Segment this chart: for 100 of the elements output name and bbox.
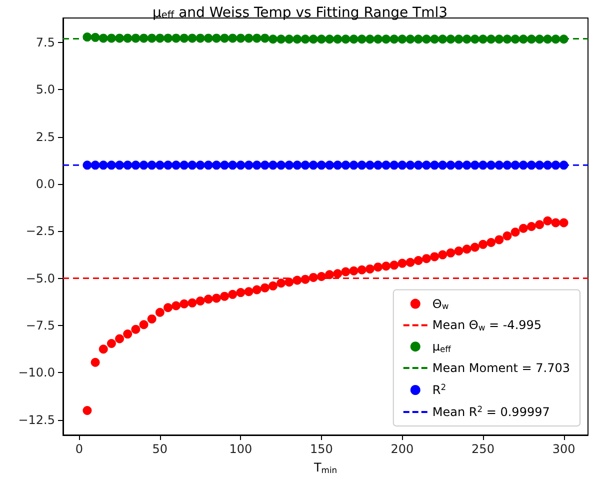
point bbox=[341, 160, 350, 170]
x-tick-label: 150 bbox=[310, 442, 333, 456]
point bbox=[365, 160, 374, 170]
point bbox=[406, 160, 415, 170]
point bbox=[115, 334, 124, 344]
point bbox=[414, 256, 423, 265]
point bbox=[252, 34, 262, 43]
point bbox=[349, 160, 358, 170]
point bbox=[374, 34, 382, 44]
point bbox=[204, 34, 213, 43]
y-tick-label: 2.5 bbox=[36, 130, 55, 144]
y-tick-label: 7.5 bbox=[36, 36, 55, 50]
point bbox=[446, 248, 456, 258]
y-tick-label: −5.0 bbox=[26, 271, 55, 286]
point bbox=[502, 160, 512, 170]
point bbox=[478, 34, 488, 44]
point bbox=[147, 34, 156, 43]
point bbox=[559, 34, 568, 44]
point bbox=[172, 160, 181, 170]
point bbox=[357, 265, 366, 274]
point bbox=[82, 406, 92, 415]
point bbox=[390, 260, 399, 270]
point bbox=[292, 276, 302, 285]
point bbox=[430, 160, 440, 170]
point bbox=[204, 160, 213, 170]
point bbox=[147, 160, 156, 170]
point bbox=[518, 160, 528, 170]
point bbox=[123, 330, 132, 339]
point bbox=[260, 283, 270, 292]
point bbox=[164, 303, 172, 312]
point bbox=[543, 160, 552, 170]
point bbox=[236, 34, 246, 43]
point bbox=[284, 278, 294, 287]
point bbox=[115, 160, 124, 170]
point bbox=[518, 224, 528, 233]
point bbox=[98, 34, 108, 43]
point bbox=[236, 160, 246, 170]
point bbox=[438, 250, 448, 260]
point bbox=[398, 258, 407, 268]
point bbox=[502, 34, 512, 44]
point bbox=[204, 294, 213, 304]
legend-label: Mean Moment = 7.703 bbox=[432, 361, 570, 375]
point bbox=[196, 296, 205, 306]
point bbox=[196, 34, 205, 43]
point bbox=[333, 269, 342, 278]
point bbox=[90, 32, 100, 42]
point bbox=[486, 238, 496, 248]
point bbox=[551, 160, 560, 170]
point bbox=[357, 160, 366, 170]
x-tick-label: 50 bbox=[152, 442, 168, 456]
point bbox=[543, 216, 552, 226]
point bbox=[341, 34, 350, 44]
point bbox=[82, 32, 92, 42]
point bbox=[308, 34, 318, 44]
point bbox=[486, 34, 496, 44]
point bbox=[123, 34, 132, 43]
point bbox=[365, 264, 374, 274]
point bbox=[374, 262, 382, 272]
point bbox=[382, 34, 391, 44]
point bbox=[316, 272, 326, 281]
point bbox=[228, 34, 238, 43]
y-tick-label: −2.5 bbox=[26, 224, 55, 238]
point bbox=[494, 34, 504, 44]
point bbox=[510, 34, 520, 44]
point bbox=[382, 262, 391, 271]
point bbox=[292, 160, 302, 170]
point bbox=[172, 34, 181, 43]
point bbox=[106, 34, 116, 43]
point bbox=[374, 160, 382, 170]
x-tick-label: 200 bbox=[390, 442, 414, 456]
point bbox=[470, 34, 480, 44]
point bbox=[325, 34, 334, 44]
point bbox=[155, 160, 164, 170]
point bbox=[518, 34, 528, 44]
point bbox=[462, 244, 472, 254]
point bbox=[341, 267, 350, 276]
point bbox=[260, 34, 270, 43]
point bbox=[236, 288, 246, 298]
point bbox=[172, 301, 181, 310]
point bbox=[526, 160, 536, 170]
point bbox=[486, 160, 496, 170]
point bbox=[535, 220, 544, 230]
point bbox=[164, 34, 172, 43]
point bbox=[308, 160, 318, 170]
point bbox=[244, 160, 254, 170]
point bbox=[526, 222, 536, 231]
point bbox=[406, 258, 415, 267]
point bbox=[268, 160, 278, 170]
point bbox=[98, 160, 108, 170]
point bbox=[106, 338, 116, 348]
point bbox=[292, 34, 302, 44]
point bbox=[276, 278, 286, 288]
point bbox=[462, 160, 472, 170]
point bbox=[510, 228, 520, 237]
point bbox=[300, 160, 310, 170]
point bbox=[300, 274, 310, 284]
point bbox=[390, 160, 399, 170]
x-axis-title: Tmin bbox=[312, 460, 338, 475]
y-tick-label: −12.5 bbox=[18, 412, 55, 427]
point bbox=[244, 287, 254, 296]
